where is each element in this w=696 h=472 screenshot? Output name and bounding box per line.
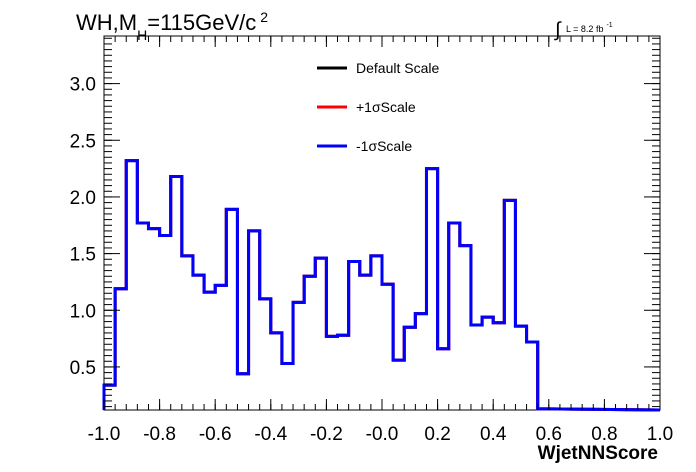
legend-label: Default Scale xyxy=(356,60,439,76)
legend: Default Scale +1σScale -1σScale xyxy=(317,60,439,154)
y-tick-label: 1.5 xyxy=(70,245,96,266)
series-layer xyxy=(102,159,661,412)
plot-frame xyxy=(103,35,661,411)
lumi-text: L = 8.2 fb xyxy=(566,24,603,34)
chart-title: WH,MH=115GeV/c 2 xyxy=(76,9,268,43)
lumi-integral-symbol: ∫ xyxy=(554,19,562,41)
title-subscript: H xyxy=(137,27,147,43)
x-tick-label: 1.0 xyxy=(647,424,673,445)
axis-layer: -1.0 -0.8 -0.6 -0.4 -0.2 -0.0 0.2 0.4 0.6 0.8 1.0 0… xyxy=(70,36,673,445)
x-tick-label: -0.4 xyxy=(254,424,287,445)
y-tick-label: 1.0 xyxy=(70,301,96,322)
x-tick-label: -1.0 xyxy=(88,424,121,445)
y-tick-label: 3.0 xyxy=(70,75,96,96)
x-tick-label: -0.6 xyxy=(199,424,232,445)
legend-label: +1σScale xyxy=(356,99,416,115)
x-tick-label: -0.0 xyxy=(366,424,399,445)
x-tick-label: 0.6 xyxy=(536,424,562,445)
title-superscript: 2 xyxy=(260,9,268,25)
lumi-superscript: -1 xyxy=(606,22,612,29)
legend-label: -1σScale xyxy=(356,138,412,154)
series-line-2 xyxy=(102,159,661,412)
title-main: WH,M xyxy=(76,10,137,35)
x-axis-label: WjetNNScore xyxy=(538,443,658,464)
y-tick-label: 2.5 xyxy=(70,131,96,152)
y-tick-label: 2.0 xyxy=(70,188,96,209)
lumi-label: L = 8.2 fb -1 xyxy=(566,22,613,34)
x-tick-label: 0.4 xyxy=(480,424,507,445)
y-tick-label: 0.5 xyxy=(70,358,96,379)
x-tick-label: 0.8 xyxy=(591,424,617,445)
x-tick-label: 0.2 xyxy=(424,424,450,445)
title-rest: =115GeV/c xyxy=(147,10,256,35)
x-tick-label: -0.8 xyxy=(143,424,176,445)
x-tick-label: -0.2 xyxy=(310,424,343,445)
